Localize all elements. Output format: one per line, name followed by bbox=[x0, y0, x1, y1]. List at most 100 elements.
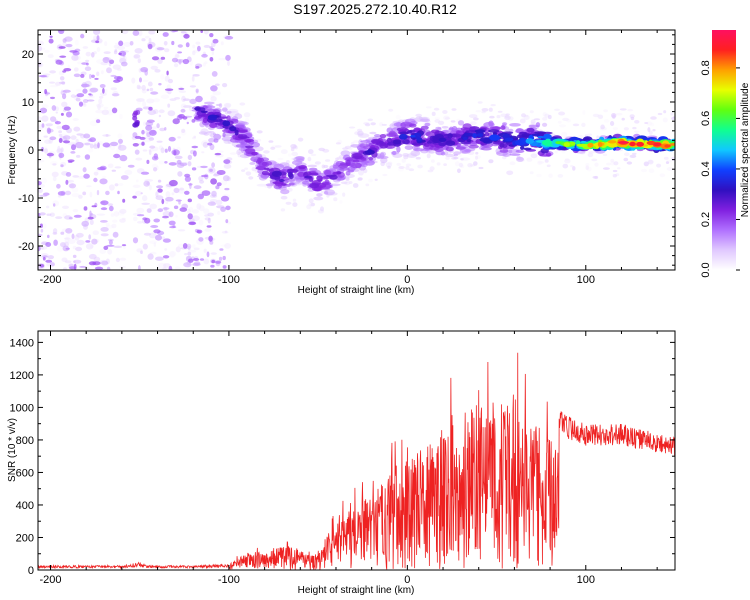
spectrogram-cell bbox=[46, 205, 50, 209]
spectrogram-cell bbox=[147, 109, 157, 116]
spectrogram-cell bbox=[610, 161, 615, 166]
spectrogram-cell bbox=[647, 159, 654, 165]
spectrogram-cell bbox=[634, 120, 640, 124]
spectrogram-cell bbox=[58, 152, 65, 158]
spectrogram-cell bbox=[187, 251, 192, 256]
spectrogram-cell bbox=[168, 78, 173, 84]
spectrogram-cell bbox=[111, 223, 117, 229]
spectrogram-cell bbox=[83, 133, 91, 139]
spectrogram-cell bbox=[424, 122, 431, 127]
spectrogram-cell bbox=[113, 44, 120, 49]
spectrogram-cell bbox=[659, 173, 666, 178]
spectrogram-cell bbox=[120, 175, 129, 180]
spectrogram-cell bbox=[132, 30, 140, 36]
spectrogram-cell bbox=[580, 140, 587, 144]
spectrogram-cell bbox=[177, 171, 183, 177]
spectrogram-cell bbox=[169, 179, 178, 187]
spectrogram-cell bbox=[79, 265, 87, 268]
spectrogram-cell bbox=[509, 161, 516, 166]
spectrogram-cell bbox=[209, 168, 213, 172]
spectrogram-cell bbox=[559, 124, 566, 128]
spectrogram-cell bbox=[140, 67, 149, 73]
spectrogram-cell bbox=[370, 122, 376, 126]
spectrogram-cell bbox=[168, 250, 177, 257]
spectrogram-cell bbox=[184, 173, 191, 178]
spectrogram-cell bbox=[458, 162, 463, 168]
spectrogram-cell bbox=[208, 138, 216, 143]
spectrogram-cell bbox=[564, 158, 571, 164]
spectrogram-cell bbox=[47, 234, 50, 239]
spectrogram-cell bbox=[220, 195, 230, 202]
spectrogram-cell bbox=[56, 125, 63, 130]
spectrogram-cell bbox=[445, 146, 454, 152]
spectrogram-cell bbox=[121, 61, 128, 67]
spectrogram-cell bbox=[69, 50, 78, 53]
spectrogram-cell bbox=[629, 154, 637, 158]
spectrogram-cell bbox=[76, 133, 84, 136]
spectrogram-cell bbox=[144, 35, 150, 39]
spectrogram-cell bbox=[72, 118, 79, 121]
spectrogram-cell bbox=[656, 163, 662, 168]
spectrogram-cell bbox=[417, 164, 423, 169]
spectrogram-cell bbox=[143, 180, 150, 187]
spectrogram-cell bbox=[58, 138, 63, 143]
spectrogram-cell bbox=[177, 136, 181, 139]
spectrogram-cell bbox=[209, 57, 214, 62]
spectrogram-cell bbox=[653, 142, 662, 147]
spectrogram-cell bbox=[207, 142, 213, 146]
spectrogram-cell bbox=[65, 111, 73, 118]
spectrogram-cell bbox=[535, 122, 541, 128]
spectrogram-cell bbox=[38, 45, 43, 52]
spectrogram-cell bbox=[612, 174, 617, 178]
spectrogram-cell bbox=[235, 144, 247, 148]
spectrogram-cell bbox=[65, 228, 73, 234]
spectrogram-cell bbox=[164, 148, 168, 153]
spectrogram-cell bbox=[410, 150, 421, 157]
spectrogram-cell bbox=[137, 221, 143, 224]
spectrogram-cell bbox=[255, 166, 266, 170]
spectrogram-cell bbox=[650, 122, 655, 127]
spectrogram-cell bbox=[591, 158, 598, 162]
spectrogram-cell bbox=[203, 62, 206, 67]
spectrogram-cell bbox=[91, 238, 98, 245]
spectrogram-cell bbox=[192, 258, 200, 261]
spectrogram-cell bbox=[103, 106, 109, 110]
spectrogram-cell bbox=[168, 211, 174, 218]
spectrogram-cell bbox=[202, 141, 209, 148]
spectrogram-cell bbox=[139, 77, 142, 83]
spectrogram-cell bbox=[74, 39, 79, 46]
spectrogram-cell bbox=[203, 132, 210, 136]
spectrogram-cell bbox=[59, 76, 65, 81]
spectrogram-cell bbox=[104, 88, 108, 94]
spectrogram-cell bbox=[197, 193, 204, 200]
spectrogram-cell bbox=[82, 99, 89, 103]
snr-panel: -200 -100 0 100 0 200 400 600 800 1000 1200 1400 H… bbox=[7, 330, 676, 596]
spectrogram-cell bbox=[55, 216, 63, 220]
spectrogram-cell bbox=[168, 136, 176, 142]
snr-x-tick-label: -200 bbox=[39, 574, 61, 586]
spectrogram-cell bbox=[165, 196, 174, 202]
colorbar-tick-label: 0.6 bbox=[700, 111, 712, 126]
spectrogram-cell bbox=[93, 171, 99, 176]
spectrogram-cell bbox=[75, 246, 83, 252]
spectrogram-cell bbox=[549, 143, 560, 148]
spectrogram-cell bbox=[222, 107, 228, 113]
spectrogram-cell bbox=[172, 118, 180, 125]
spectrogram-cell bbox=[335, 142, 341, 145]
spectrogram-cell bbox=[38, 213, 41, 217]
spectrogram-cell bbox=[401, 158, 406, 163]
spectrogram-cell bbox=[339, 162, 348, 166]
spectrogram-cell bbox=[39, 107, 48, 114]
spectrogram-cell bbox=[398, 166, 405, 169]
spectrogram-cell bbox=[271, 170, 282, 177]
spectrogram-cell bbox=[243, 112, 251, 118]
spectrogram-cell bbox=[195, 66, 200, 69]
spectrogram-cell bbox=[71, 187, 79, 193]
spectrogram-cell bbox=[189, 98, 197, 105]
spectrogram-cell bbox=[173, 187, 180, 194]
spectrogram-cell bbox=[475, 110, 482, 113]
spectrogram-cell bbox=[60, 112, 64, 116]
spectrogram-cell bbox=[203, 44, 211, 48]
spectrogram-cell bbox=[88, 253, 97, 260]
spectrogram-cell bbox=[183, 262, 192, 268]
